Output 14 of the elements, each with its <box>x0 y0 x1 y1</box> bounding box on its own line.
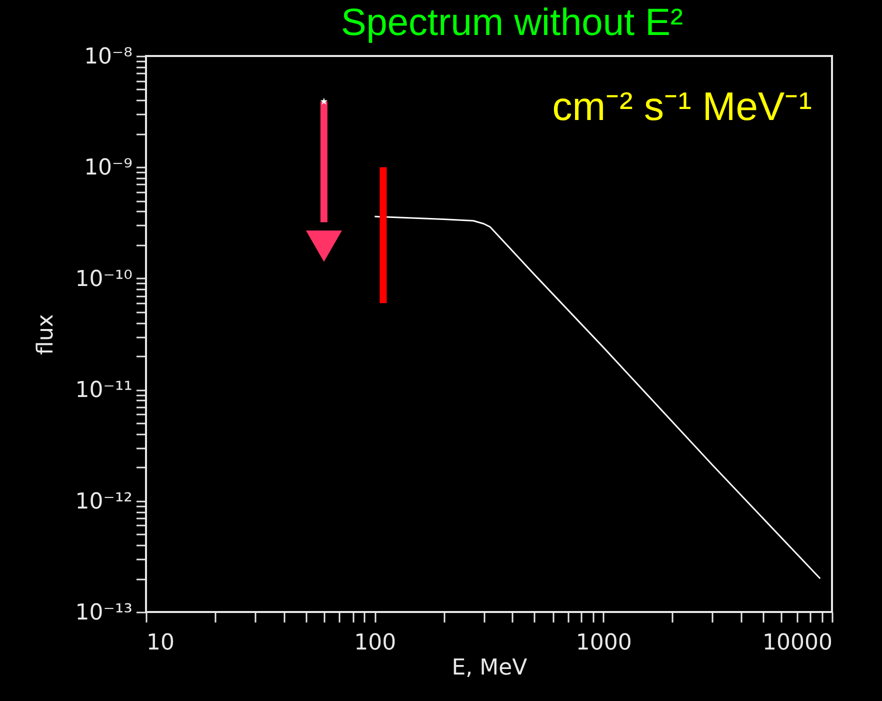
y-tick-label: 10⁻⁹ <box>84 156 132 181</box>
y-tick-label: 10⁻¹¹ <box>75 378 132 404</box>
annotation: cm⁻² s⁻¹ MeV⁻¹ <box>552 85 812 129</box>
x-axis-title: E, MeV <box>452 656 528 680</box>
y-tick-label: 10⁻¹³ <box>75 600 132 626</box>
x-tick-label: 10000 <box>762 630 832 656</box>
x-tick-label: 100 <box>354 630 396 656</box>
x-tick-label: 1000 <box>576 630 632 656</box>
x-tick-label: 10 <box>146 630 174 656</box>
y-tick-label: 10⁻⁸ <box>84 44 133 70</box>
y-tick-label: 10⁻¹² <box>75 489 132 514</box>
y-tick-label: 10⁻¹⁰ <box>75 266 133 292</box>
chart-title: Spectrum without E² <box>340 2 684 44</box>
y-axis-title: flux <box>33 314 58 355</box>
